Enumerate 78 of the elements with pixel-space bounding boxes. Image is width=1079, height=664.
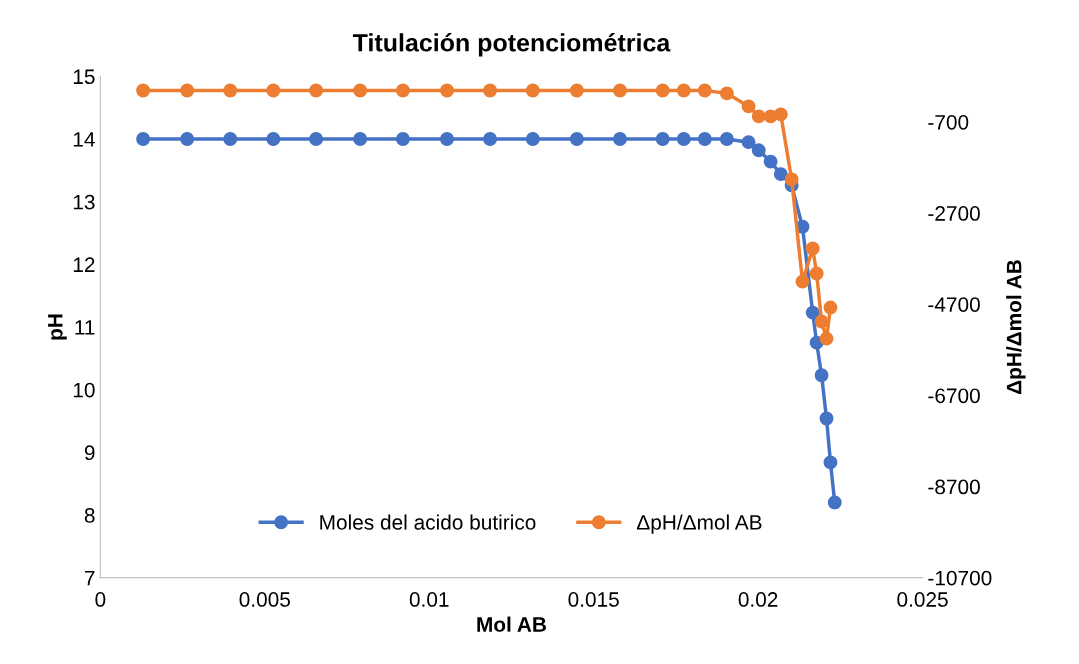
point	[569, 132, 584, 146]
legend-label: ΔpH/Δmol AB	[636, 514, 762, 534]
x-axis-title: Mol AB	[477, 616, 546, 632]
point	[180, 83, 195, 98]
x-tick-label: 0.02	[738, 592, 778, 607]
point	[309, 132, 324, 146]
y-tick-label: 12	[73, 257, 95, 272]
point	[719, 86, 734, 101]
legend-label: Moles del acido butirico	[320, 514, 536, 530]
y-tick-label: 11	[75, 320, 95, 335]
y2-axis-title: ΔpH/Δmol AB	[1006, 260, 1026, 394]
point	[180, 132, 195, 146]
y2-tick-label: -6700	[928, 388, 980, 404]
point	[823, 300, 838, 315]
y-tick-label: 9	[84, 445, 95, 461]
x-tick-label: 0.01	[409, 592, 449, 607]
point	[136, 132, 151, 146]
point	[805, 305, 820, 320]
point	[525, 83, 540, 98]
point	[819, 331, 834, 346]
y-axis-title: pH	[48, 314, 67, 340]
point	[395, 132, 410, 146]
point	[784, 172, 799, 187]
point	[655, 132, 670, 146]
x-tick-label: 0.015	[568, 592, 619, 607]
point	[697, 132, 712, 146]
point	[823, 455, 838, 470]
point	[805, 241, 820, 256]
point	[613, 132, 627, 146]
y2-tick-label: -10700	[928, 570, 992, 586]
point	[353, 132, 368, 146]
point	[440, 132, 454, 146]
point	[773, 107, 788, 122]
point	[763, 154, 778, 169]
point	[613, 83, 627, 98]
point	[569, 83, 584, 98]
y-tick-label: 7	[84, 570, 95, 586]
point	[795, 274, 810, 289]
point	[223, 132, 238, 146]
point	[266, 132, 281, 146]
point	[223, 83, 238, 98]
point	[655, 83, 670, 98]
y-tick-label: 14	[73, 132, 95, 147]
point	[814, 368, 829, 383]
y2-tick-label: -2700	[928, 206, 980, 221]
point	[697, 83, 712, 98]
y2-tick-label: -4700	[928, 297, 980, 312]
point	[309, 83, 324, 98]
point	[483, 83, 498, 98]
x-tick-label: 0.025	[897, 592, 948, 607]
x-tick-label: 0.005	[239, 592, 290, 607]
point	[741, 135, 756, 150]
point	[440, 83, 454, 98]
y-tick-label: 10	[73, 382, 95, 398]
point	[751, 143, 766, 158]
chart-title: Titulación potenciométrica	[352, 33, 671, 57]
point	[136, 83, 151, 98]
point	[773, 167, 788, 182]
point	[741, 99, 756, 114]
point	[353, 83, 368, 98]
point	[395, 83, 410, 98]
point	[676, 83, 691, 98]
point	[814, 314, 829, 329]
y-tick-label: 15	[73, 69, 95, 85]
y-tick-label: 13	[73, 194, 95, 210]
point	[827, 495, 842, 510]
x-tick-label: 0	[95, 592, 106, 607]
y2-tick-label: -8700	[928, 479, 980, 495]
point	[676, 132, 691, 146]
point	[266, 83, 281, 98]
y2-tick-label: -700	[928, 114, 969, 130]
point	[719, 132, 734, 146]
point	[525, 132, 540, 146]
point	[751, 109, 766, 124]
point	[819, 411, 834, 426]
y-tick-label: 8	[84, 508, 95, 523]
point	[809, 266, 824, 281]
point	[483, 132, 498, 146]
